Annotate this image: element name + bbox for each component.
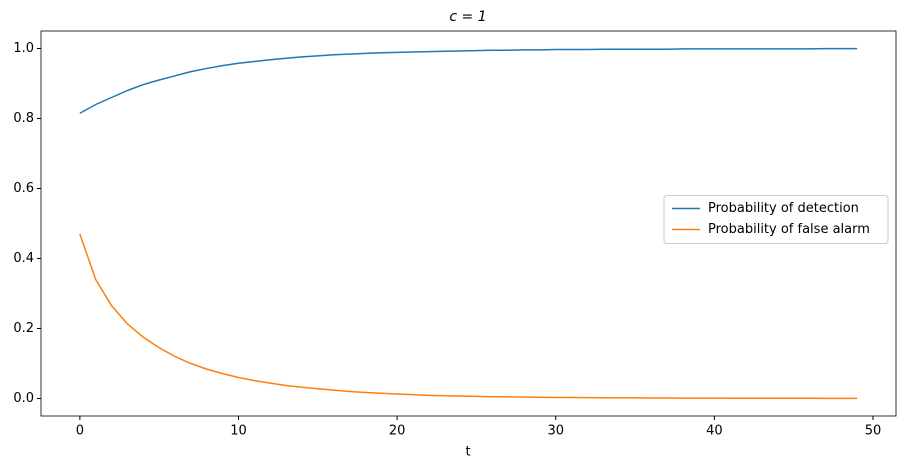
y-tick-label: 0.4 <box>13 251 34 266</box>
x-tick-label: 10 <box>230 424 247 439</box>
line-series <box>79 233 858 400</box>
legend-label: Probability of false alarm <box>708 222 870 237</box>
y-tick-label: 0.8 <box>13 111 34 126</box>
x-tick-label: 40 <box>706 424 723 439</box>
y-tick-label: 0.2 <box>13 321 34 336</box>
plot-frame <box>40 30 897 417</box>
legend-box <box>663 195 889 244</box>
x-tick-label: 0 <box>76 424 84 439</box>
legend-label: Probability of detection <box>708 201 859 216</box>
y-tick-label: 0.6 <box>13 181 34 196</box>
y-tick-label: 0.0 <box>13 391 34 406</box>
x-tick-label: 30 <box>547 424 564 439</box>
y-tick-label: 1.0 <box>13 41 34 56</box>
x-axis-label: t <box>465 445 470 460</box>
chart-title: c = 1 <box>449 9 486 25</box>
line-series <box>79 47 858 114</box>
x-tick-label: 20 <box>389 424 406 439</box>
x-tick-label: 50 <box>865 424 882 439</box>
